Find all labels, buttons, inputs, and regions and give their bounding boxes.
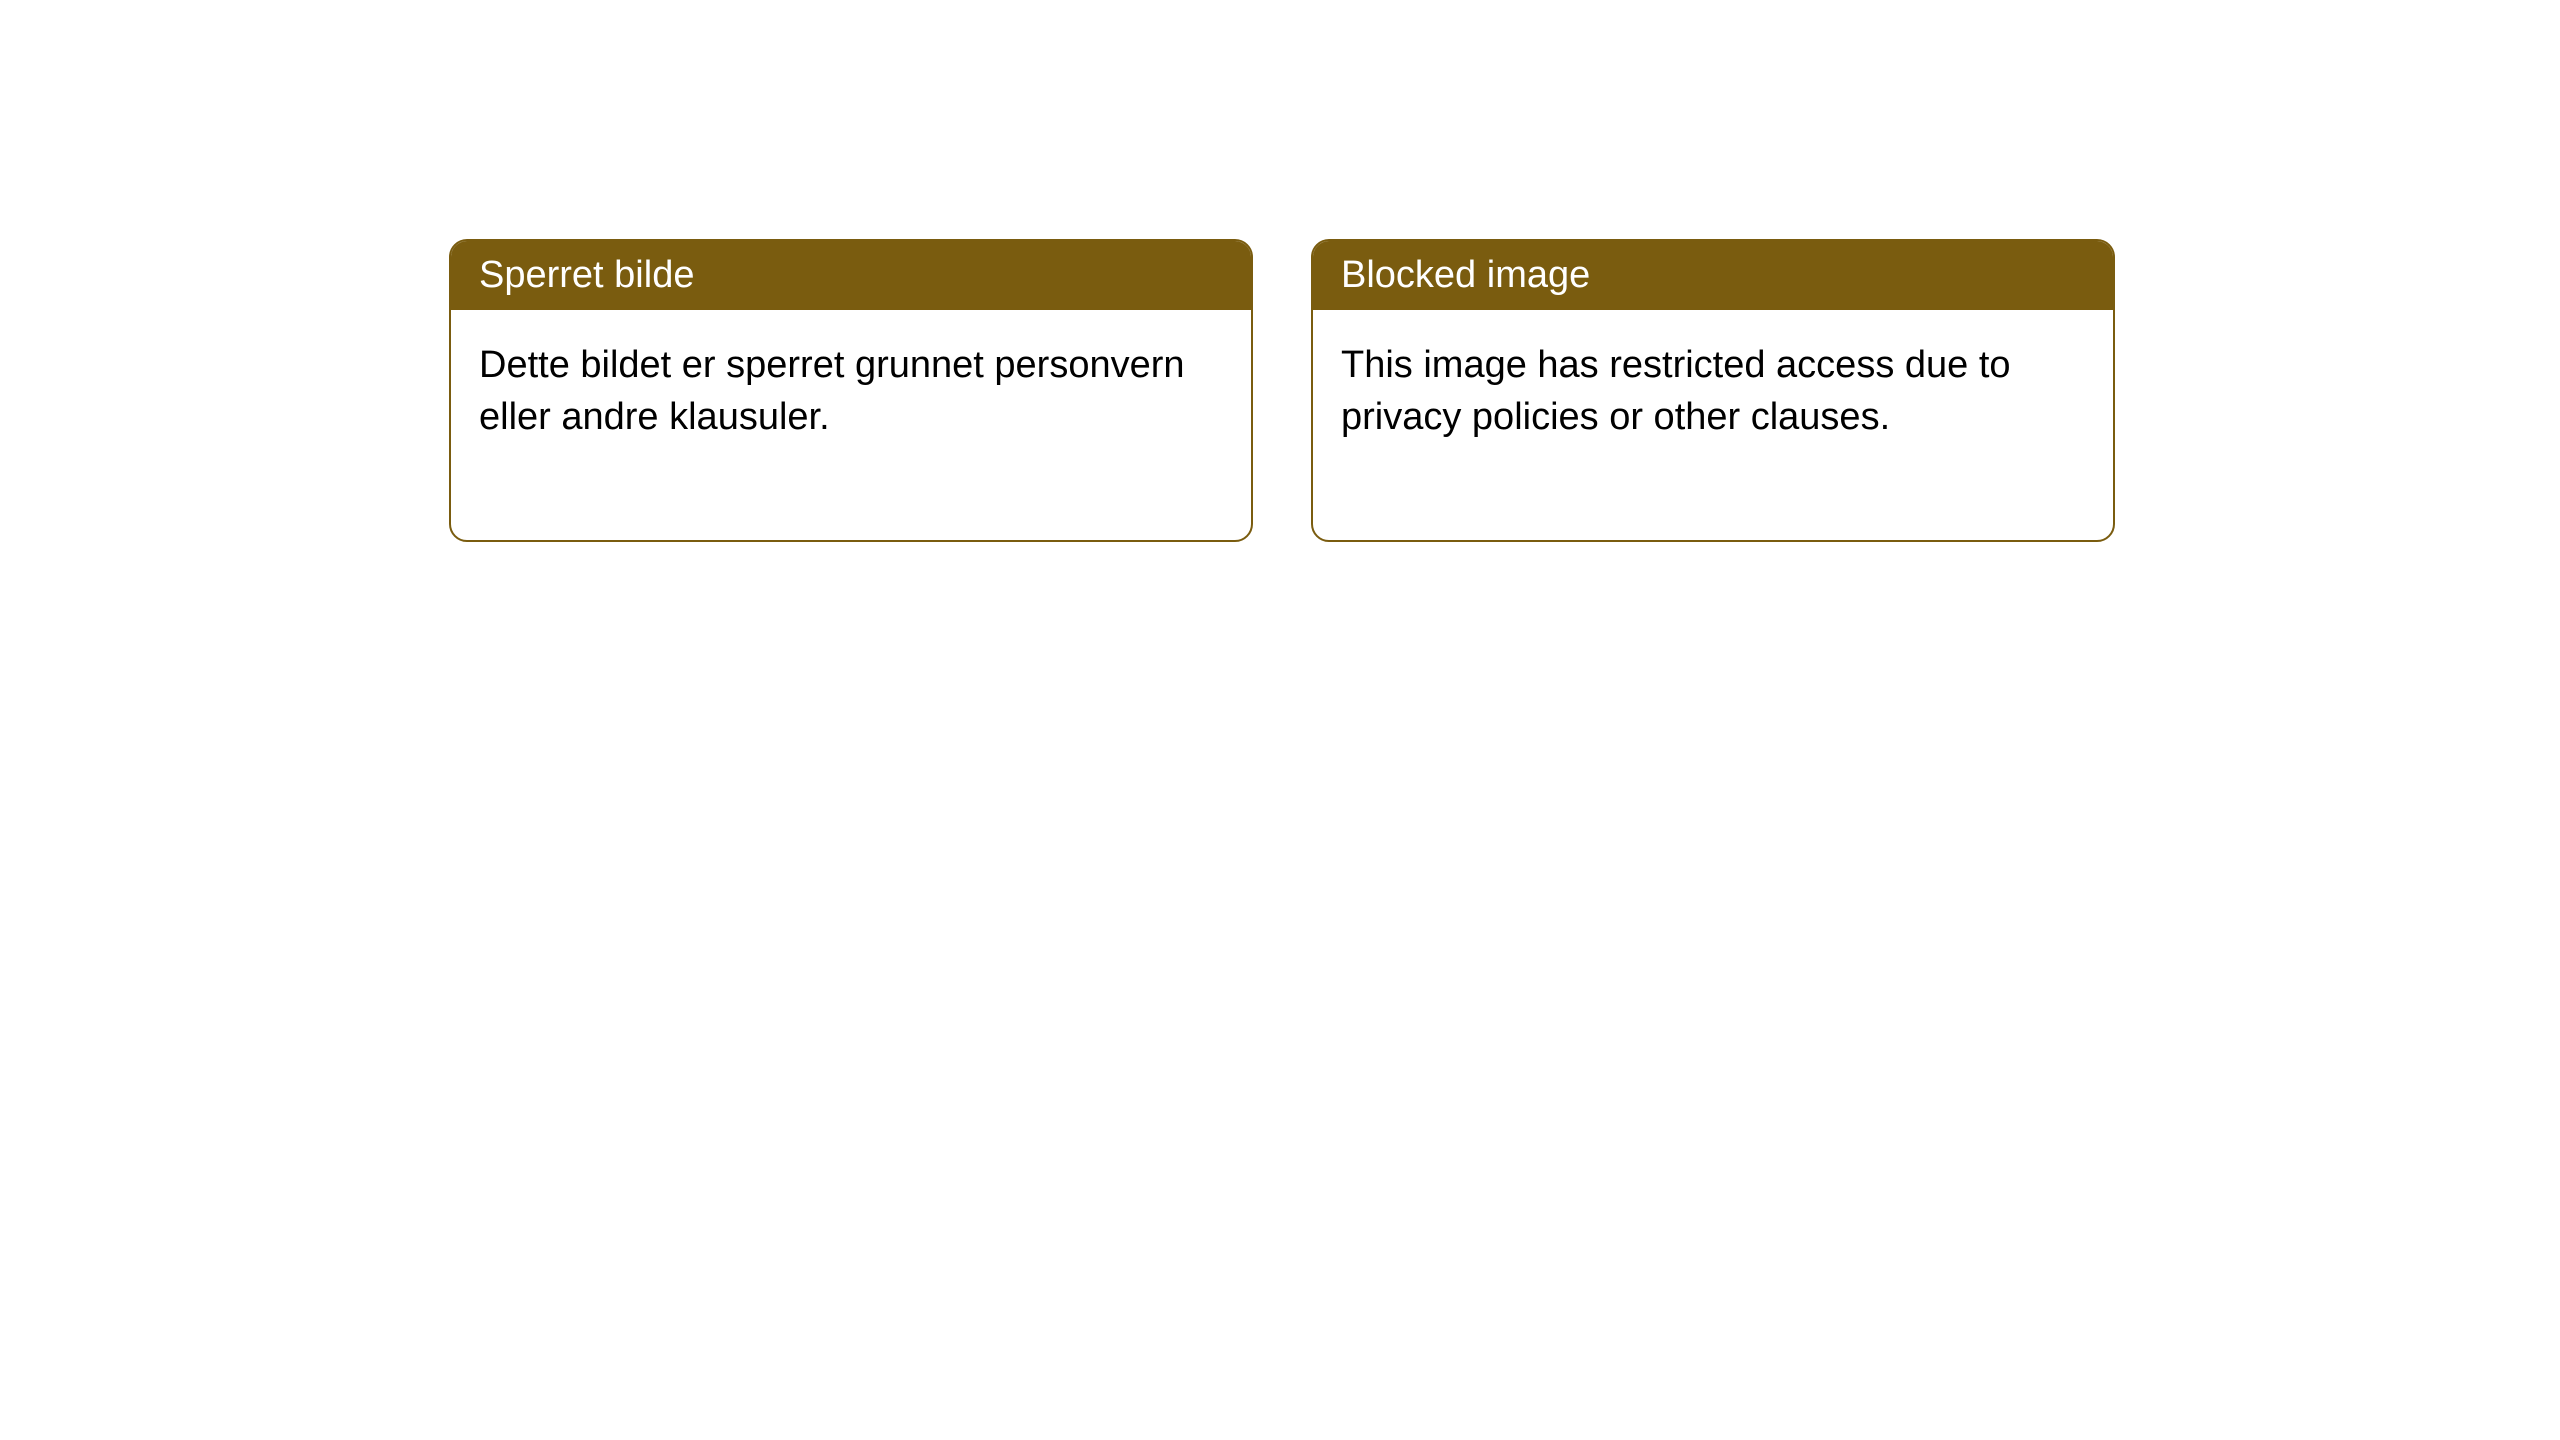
notice-title: Sperret bilde xyxy=(451,241,1251,310)
notice-container: Sperret bilde Dette bildet er sperret gr… xyxy=(449,239,2115,542)
notice-box-english: Blocked image This image has restricted … xyxy=(1311,239,2115,542)
notice-body: Dette bildet er sperret grunnet personve… xyxy=(451,310,1251,540)
notice-box-norwegian: Sperret bilde Dette bildet er sperret gr… xyxy=(449,239,1253,542)
notice-title: Blocked image xyxy=(1313,241,2113,310)
notice-body: This image has restricted access due to … xyxy=(1313,310,2113,540)
